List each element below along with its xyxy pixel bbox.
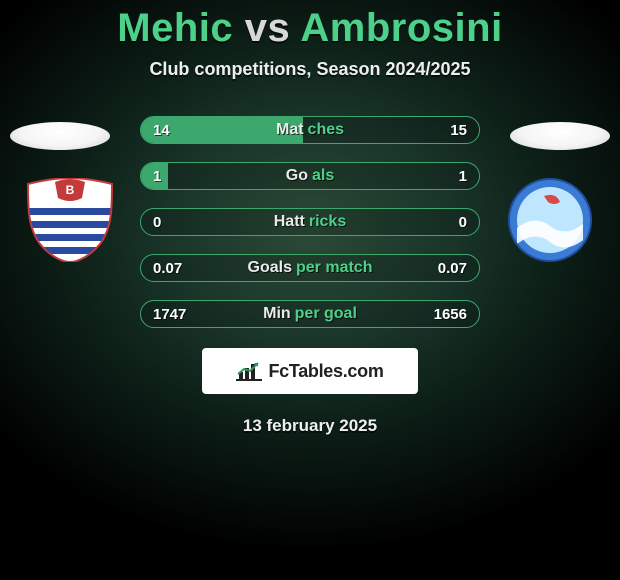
stat-value-right: 0.07 — [438, 260, 467, 277]
player2-avatar-placeholder — [510, 122, 610, 150]
svg-text:B: B — [66, 183, 75, 197]
comparison-title: Mehic vs Ambrosini — [0, 0, 620, 51]
player2-club-badge — [500, 178, 600, 262]
stat-value-right: 1656 — [434, 306, 467, 323]
stat-value-left: 1747 — [153, 306, 186, 323]
player1-avatar-placeholder — [10, 122, 110, 150]
stat-label: Goalsper match — [141, 259, 479, 277]
subtitle: Club competitions, Season 2024/2025 — [0, 59, 620, 80]
stat-value-left: 1 — [153, 168, 161, 185]
player1-club-badge: B — [20, 178, 120, 262]
stat-label: Minper goal — [141, 305, 479, 323]
vs-separator: vs — [245, 6, 291, 50]
stat-row-min-per-goal: 1747 Minper goal 1656 — [140, 300, 480, 328]
stats-table: 14 Matches 15 1 Goals 1 0 Hattricks 0 — [140, 116, 480, 328]
stat-label: Goals — [141, 167, 479, 185]
stat-label: Hattricks — [141, 213, 479, 231]
stat-row-goals: 1 Goals 1 — [140, 162, 480, 190]
chart-icon — [236, 360, 262, 382]
source-logo: FcTables.com — [202, 348, 418, 394]
stat-row-goals-per-match: 0.07 Goalsper match 0.07 — [140, 254, 480, 282]
stat-value-left: 0 — [153, 214, 161, 231]
stat-value-right: 1 — [459, 168, 467, 185]
stat-value-left: 14 — [153, 122, 170, 139]
player1-name: Mehic — [117, 6, 233, 50]
stat-value-left: 0.07 — [153, 260, 182, 277]
stat-value-right: 0 — [459, 214, 467, 231]
stat-row-hattricks: 0 Hattricks 0 — [140, 208, 480, 236]
player2-name: Ambrosini — [300, 6, 502, 50]
stat-value-right: 15 — [450, 122, 467, 139]
snapshot-date: 13 february 2025 — [0, 416, 620, 436]
stat-row-matches: 14 Matches 15 — [140, 116, 480, 144]
source-logo-text: FcTables.com — [268, 361, 383, 382]
